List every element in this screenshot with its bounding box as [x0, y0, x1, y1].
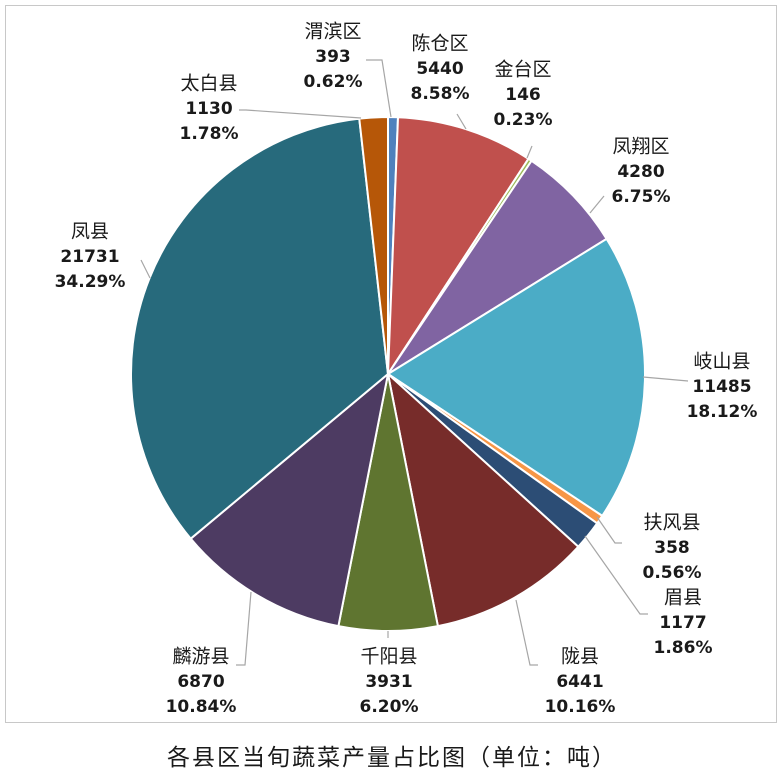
data-label-slice-12: 太白县 1130 1.78% [180, 73, 239, 145]
label-name-slice-9: 千阳县 [360, 646, 417, 668]
label-value-slice-3: 146 [505, 85, 541, 105]
pie-slice-5 [386, 237, 646, 518]
data-label-slice-7: 眉县 1177 1.86% [654, 587, 713, 659]
label-value-slice-5: 11485 [692, 377, 751, 397]
data-label-slice-10: 麟游县 6870 10.84% [166, 646, 237, 718]
label-name-slice-7: 眉县 [664, 587, 702, 609]
data-label-slice-11: 凤县 21731 34.29% [55, 221, 126, 293]
label-percent-slice-4: 6.75% [612, 187, 671, 207]
leader-line-slice-1 [366, 59, 392, 118]
data-label-slice-5: 岐山县 11485 18.12% [687, 351, 758, 423]
leader-line-slice-7 [584, 535, 648, 615]
label-name-slice-12: 太白县 [180, 73, 237, 95]
label-name-slice-6: 扶风县 [643, 512, 700, 534]
label-name-slice-10: 麟游县 [172, 646, 229, 668]
label-percent-slice-7: 1.86% [654, 638, 713, 658]
label-value-slice-2: 5440 [416, 59, 463, 79]
chart-title: 各县区当旬蔬菜产量占比图（单位：吨） [167, 745, 617, 771]
label-name-slice-3: 金台区 [494, 59, 551, 81]
data-label-slice-2: 陈仓区 5440 8.58% [411, 33, 470, 105]
label-name-slice-4: 凤翔区 [612, 136, 669, 158]
leader-line-slice-11 [140, 259, 151, 279]
label-percent-slice-6: 0.56% [643, 563, 702, 583]
data-label-slice-1: 渭滨区 393 0.62% [304, 21, 363, 93]
label-name-slice-11: 凤县 [71, 221, 109, 243]
label-value-slice-8: 6441 [556, 672, 603, 692]
data-label-slice-6: 扶风县 358 0.56% [643, 512, 702, 584]
label-percent-slice-5: 18.12% [687, 402, 758, 422]
label-percent-slice-3: 0.23% [494, 110, 553, 130]
label-percent-slice-8: 10.16% [545, 697, 616, 717]
pie-slice-10 [189, 371, 390, 628]
label-name-slice-1: 渭滨区 [304, 21, 361, 43]
data-label-slice-9: 千阳县 3931 6.20% [360, 646, 419, 718]
label-value-slice-1: 393 [315, 47, 351, 67]
label-percent-slice-1: 0.62% [304, 72, 363, 92]
pie-slice-8 [386, 371, 580, 628]
pie-slice-4 [387, 159, 608, 375]
slices-layer [130, 115, 646, 632]
data-label-slice-3: 金台区 146 0.23% [494, 59, 553, 131]
leader-line-slice-3 [526, 145, 533, 159]
label-value-slice-7: 1177 [659, 613, 706, 633]
label-value-slice-4: 4280 [617, 162, 664, 182]
leader-line-slice-2 [456, 113, 467, 130]
label-value-slice-11: 21731 [60, 247, 119, 267]
label-percent-slice-10: 10.84% [166, 697, 237, 717]
leader-line-slice-6 [596, 516, 622, 544]
label-name-slice-5: 岐山县 [693, 351, 750, 373]
leader-line-slice-8 [515, 599, 538, 666]
leader-line-slice-10 [236, 591, 252, 666]
data-label-slice-4: 凤翔区 4280 6.75% [612, 136, 671, 208]
leader-line-slice-5 [642, 376, 689, 382]
leaders-layer [140, 59, 689, 666]
label-value-slice-10: 6870 [177, 672, 224, 692]
leader-line-slice-12 [239, 109, 362, 119]
label-value-slice-9: 3931 [365, 672, 412, 692]
labels-layer: 渭滨区 393 0.62% 陈仓区 5440 8.58% 金台区 146 0.23% 凤翔区 428… [55, 21, 758, 718]
label-name-slice-8: 陇县 [561, 646, 599, 668]
pie-slice-11 [130, 117, 390, 541]
label-percent-slice-2: 8.58% [411, 84, 470, 104]
label-percent-slice-12: 1.78% [180, 124, 239, 144]
label-percent-slice-9: 6.20% [360, 697, 419, 717]
label-percent-slice-11: 34.29% [55, 272, 126, 292]
label-value-slice-12: 1130 [185, 99, 232, 119]
pie-slice-2 [386, 116, 530, 378]
label-value-slice-6: 358 [654, 538, 690, 558]
data-label-slice-8: 陇县 6441 10.16% [545, 646, 616, 718]
leader-line-slice-4 [589, 195, 605, 214]
label-name-slice-2: 陈仓区 [411, 33, 468, 55]
pie-slice-12 [358, 115, 389, 375]
